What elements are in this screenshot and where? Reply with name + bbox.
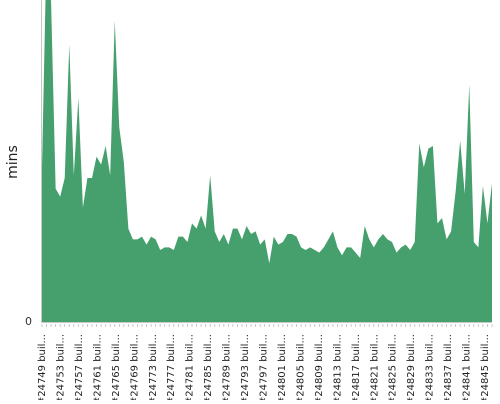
x-tick-label: #24761 buil... xyxy=(92,334,103,400)
x-tick-label: #24757 buil... xyxy=(74,334,85,400)
x-tick-label: #24749 buil... xyxy=(37,334,48,400)
x-tick-label: #24801 buil... xyxy=(277,334,288,400)
labels-layer: mins 0 #24749 buil... #24753 buil... #24757… xyxy=(5,145,491,404)
x-tick-label: #24825 buil... xyxy=(388,334,399,400)
x-tick-label: #24769 buil... xyxy=(129,334,140,400)
x-tick-label: #24785 buil... xyxy=(203,334,214,400)
x-tick-label: #24821 buil... xyxy=(369,334,380,400)
x-tick-label: #24833 buil... xyxy=(425,334,436,400)
x-tick-label: #24805 buil... xyxy=(295,334,306,400)
x-tick-label: #24813 buil... xyxy=(332,334,343,400)
x-tick-label: #24753 buil... xyxy=(55,334,66,400)
area-layer xyxy=(42,0,492,322)
axes-layer xyxy=(41,0,493,327)
x-tick-label: #24765 buil... xyxy=(111,334,122,400)
x-tick-label: #24777 buil... xyxy=(166,334,177,400)
x-tick-label: #24837 buil... xyxy=(443,334,454,400)
x-tick-label: #24841 buil... xyxy=(462,334,473,400)
series-area xyxy=(42,0,492,322)
y-axis-label: mins xyxy=(5,145,21,179)
x-tick-label: #24793 buil... xyxy=(240,334,251,400)
x-tick-label: #24781 buil... xyxy=(185,334,196,400)
x-tick-label: #24789 buil... xyxy=(222,334,233,400)
x-tick-label: #24797 buil... xyxy=(259,334,270,400)
x-tick-label: #24773 buil... xyxy=(148,334,159,400)
x-tick-label: #24809 buil... xyxy=(314,334,325,400)
x-tick-label: #24845 buil... xyxy=(480,334,491,400)
x-tick-label: #24829 buil... xyxy=(406,334,417,400)
y-tick-label: 0 xyxy=(25,315,32,328)
x-tick-label: #24817 buil... xyxy=(351,334,362,400)
